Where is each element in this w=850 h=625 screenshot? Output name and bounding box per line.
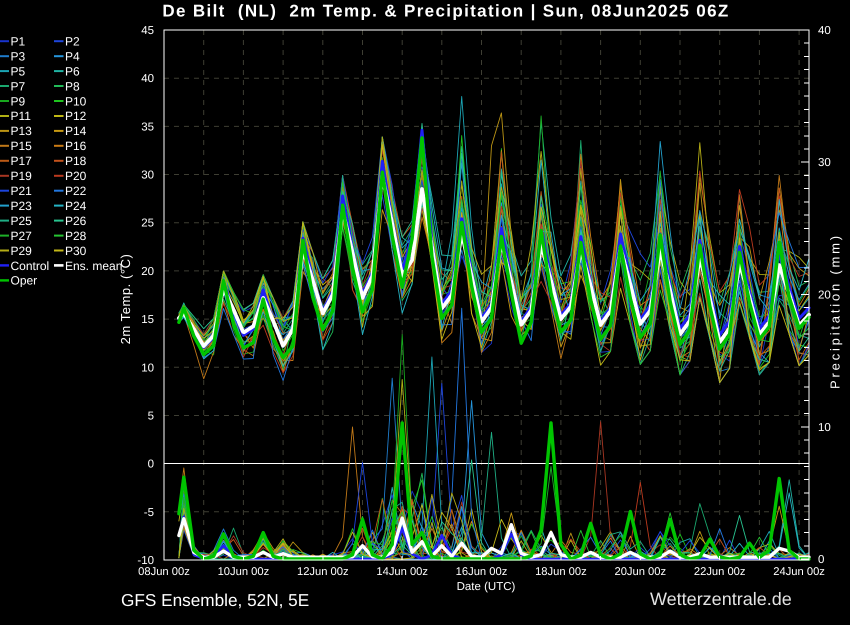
svg-text:16Jun 00z: 16Jun 00z xyxy=(456,566,508,578)
svg-text:25: 25 xyxy=(141,218,154,230)
svg-text:0: 0 xyxy=(148,459,154,471)
svg-text:15: 15 xyxy=(141,314,154,326)
svg-text:De Bilt (NL) 2m Temp. & Prec: De Bilt (NL) 2m Temp. & Precipitation | … xyxy=(162,2,729,21)
svg-text:P2: P2 xyxy=(65,35,80,49)
svg-text:Ens. mean: Ens. mean xyxy=(65,259,122,273)
svg-text:P8: P8 xyxy=(65,79,80,93)
svg-text:12Jun 00z: 12Jun 00z xyxy=(297,566,349,578)
svg-text:P23: P23 xyxy=(11,199,33,213)
svg-text:-10: -10 xyxy=(137,555,154,567)
svg-text:40: 40 xyxy=(818,25,831,37)
svg-text:10: 10 xyxy=(141,362,154,374)
svg-text:P9: P9 xyxy=(11,94,26,108)
svg-text:P19: P19 xyxy=(11,169,33,183)
svg-text:40: 40 xyxy=(141,73,154,85)
svg-text:Oper: Oper xyxy=(11,274,38,288)
svg-text:Date (UTC): Date (UTC) xyxy=(457,581,516,593)
svg-text:08Jun 00z: 08Jun 00z xyxy=(138,566,190,578)
svg-text:P30: P30 xyxy=(65,244,87,258)
svg-text:30: 30 xyxy=(141,170,154,182)
svg-text:18Jun 00z: 18Jun 00z xyxy=(535,566,587,578)
svg-text:P18: P18 xyxy=(65,154,87,168)
svg-text:P22: P22 xyxy=(65,184,87,198)
svg-text:P13: P13 xyxy=(11,124,33,138)
svg-text:P7: P7 xyxy=(11,79,26,93)
svg-text:2m Temp. (°C): 2m Temp. (°C) xyxy=(118,254,133,345)
svg-text:35: 35 xyxy=(141,121,154,133)
svg-text:Control: Control xyxy=(11,259,50,273)
svg-text:P4: P4 xyxy=(65,50,80,64)
svg-text:P1: P1 xyxy=(11,35,26,49)
svg-text:5: 5 xyxy=(148,411,154,423)
svg-text:20: 20 xyxy=(141,266,154,278)
svg-text:30: 30 xyxy=(818,157,831,169)
svg-text:10Jun 00z: 10Jun 00z xyxy=(218,566,270,578)
svg-text:45: 45 xyxy=(141,25,154,37)
svg-text:22Jun 00z: 22Jun 00z xyxy=(694,566,746,578)
svg-text:14Jun 00z: 14Jun 00z xyxy=(376,566,428,578)
svg-text:P5: P5 xyxy=(11,64,26,78)
svg-text:P20: P20 xyxy=(65,169,87,183)
svg-text:P16: P16 xyxy=(65,139,87,153)
svg-text:P29: P29 xyxy=(11,244,33,258)
svg-text:-5: -5 xyxy=(144,507,154,519)
svg-text:Precipitation (mm): Precipitation (mm) xyxy=(828,233,843,389)
svg-text:P15: P15 xyxy=(11,139,33,153)
svg-text:20: 20 xyxy=(818,290,831,302)
svg-text:P10: P10 xyxy=(65,94,87,108)
svg-text:P12: P12 xyxy=(65,109,87,123)
svg-text:0: 0 xyxy=(818,554,824,566)
svg-text:P27: P27 xyxy=(11,229,33,243)
svg-text:20Jun 00z: 20Jun 00z xyxy=(614,566,666,578)
svg-text:P14: P14 xyxy=(65,124,87,138)
svg-text:P24: P24 xyxy=(65,199,87,213)
svg-text:P28: P28 xyxy=(65,229,87,243)
svg-text:P26: P26 xyxy=(65,214,87,228)
svg-text:GFS Ensemble, 52N, 5E: GFS Ensemble, 52N, 5E xyxy=(121,590,309,610)
svg-text:P25: P25 xyxy=(11,214,33,228)
svg-text:P11: P11 xyxy=(11,109,32,123)
svg-text:10: 10 xyxy=(818,422,831,434)
svg-text:Wetterzentrale.de: Wetterzentrale.de xyxy=(650,589,792,609)
svg-text:P17: P17 xyxy=(11,154,33,168)
svg-text:P3: P3 xyxy=(11,50,26,64)
svg-text:24Jun 00z: 24Jun 00z xyxy=(773,566,825,578)
svg-text:P21: P21 xyxy=(11,184,33,198)
svg-text:P6: P6 xyxy=(65,64,80,78)
